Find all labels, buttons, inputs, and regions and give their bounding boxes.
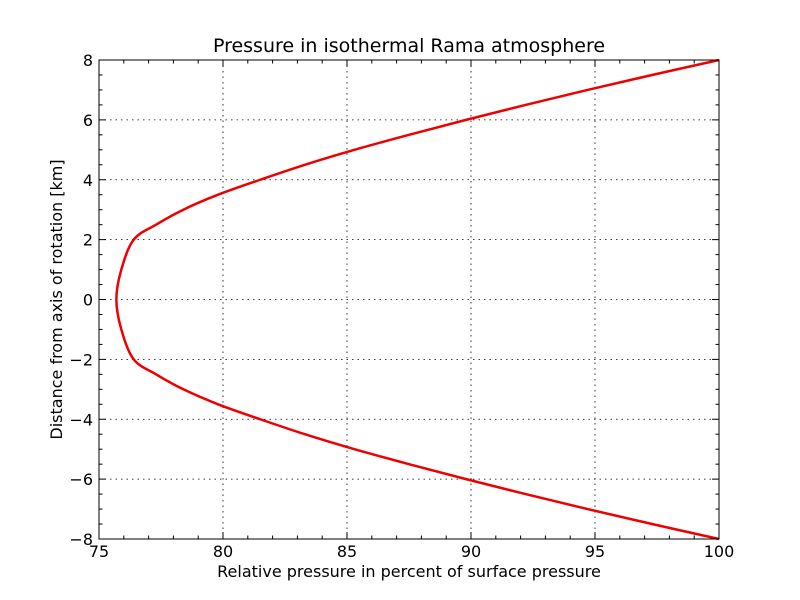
y-axis-label: Distance from axis of rotation [km]: [47, 159, 66, 439]
y-tick-label: 2: [83, 231, 93, 250]
y-tick-label: 4: [83, 171, 93, 190]
y-tick-label: −8: [69, 530, 93, 549]
y-tick-label: 6: [83, 111, 93, 130]
y-tick-label: 0: [83, 291, 93, 310]
x-tick-label: 95: [585, 542, 605, 561]
series-line: [115, 58, 720, 541]
y-tick-labels: −8 −6 −4 −2 0 2 4 6 8: [69, 51, 93, 549]
y-tick-label: −2: [69, 350, 93, 369]
x-tick-labels: 75 80 85 90 95 100: [89, 542, 734, 561]
x-tick-label: 85: [337, 542, 357, 561]
x-tick-label: 80: [213, 542, 233, 561]
y-tick-label: 8: [83, 51, 93, 70]
x-tick-label: 90: [461, 542, 481, 561]
plot-frame: [98, 59, 720, 540]
series-layer: [115, 58, 720, 541]
x-axis-label: Relative pressure in percent of surface …: [217, 562, 601, 581]
x-tick-label: 100: [704, 542, 735, 561]
tick-marks: [98, 59, 720, 540]
y-tick-label: −4: [69, 410, 93, 429]
y-tick-label: −6: [69, 470, 93, 489]
x-tick-label: 75: [89, 542, 109, 561]
chart-title: Pressure in isothermal Rama atmosphere: [213, 35, 605, 57]
grid-lines: [99, 60, 719, 539]
